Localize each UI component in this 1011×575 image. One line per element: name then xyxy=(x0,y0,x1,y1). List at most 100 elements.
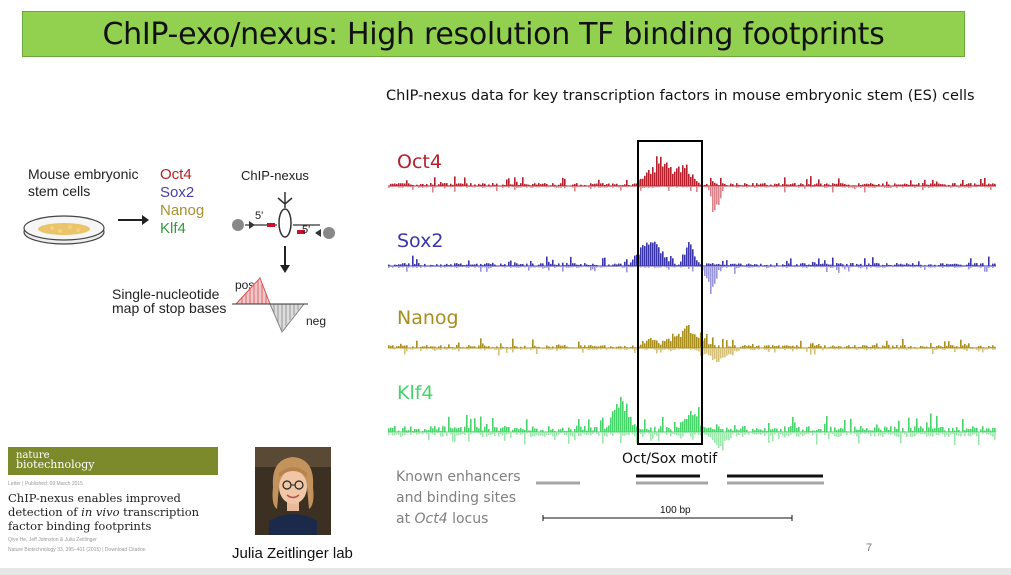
track-bar-pos xyxy=(624,184,626,186)
track-bar-neg xyxy=(784,432,786,438)
track-bar-pos xyxy=(550,263,552,266)
track-bar-pos xyxy=(624,345,626,348)
track-bar-neg xyxy=(428,432,430,441)
track-bar-pos xyxy=(640,429,642,432)
track-bar-pos xyxy=(750,345,752,348)
track-bar-neg xyxy=(400,266,402,268)
track-bar-pos xyxy=(484,183,486,186)
track-bar-neg xyxy=(544,348,546,349)
track-bar-neg xyxy=(390,348,392,350)
track-bar-pos xyxy=(432,346,434,348)
track-bar-pos xyxy=(564,345,566,348)
track-bar-pos xyxy=(628,264,630,266)
track-bar-neg xyxy=(498,432,500,437)
track-bar-pos xyxy=(942,426,944,432)
track-bar-pos xyxy=(504,264,506,266)
motif-label: Oct/Sox motif xyxy=(622,451,718,467)
track-bar-pos xyxy=(870,183,872,186)
track-bar-pos xyxy=(520,183,522,186)
track-bar-pos xyxy=(752,428,754,432)
track-bar-neg xyxy=(724,432,726,441)
track-bar-pos xyxy=(456,428,458,432)
track-bar-pos xyxy=(900,184,902,186)
track-bar-neg xyxy=(704,432,706,435)
track-bar-neg xyxy=(804,186,806,189)
track-bar-pos xyxy=(548,426,550,432)
track-bar-pos xyxy=(886,340,888,348)
track-bar-pos xyxy=(608,425,610,432)
track-bar-neg xyxy=(892,348,894,350)
track-bar-neg xyxy=(470,432,472,435)
track-bar-neg xyxy=(940,266,942,268)
track-bar-neg xyxy=(426,186,428,188)
track-bar-neg xyxy=(540,266,542,268)
track-bar-pos xyxy=(874,263,876,266)
track-bar-pos xyxy=(794,183,796,186)
track-bar-neg xyxy=(498,348,500,356)
track-bar-neg xyxy=(952,432,954,434)
track-bar-pos xyxy=(534,428,536,432)
track-bar-pos xyxy=(852,346,854,348)
track-bar-neg xyxy=(526,432,528,434)
track-bar-neg xyxy=(508,432,510,434)
track-bar-pos xyxy=(992,263,994,266)
track-bar-neg xyxy=(488,266,490,269)
track-bar-neg xyxy=(636,186,638,187)
track-bar-neg xyxy=(630,348,632,349)
paper-thumbnail[interactable]: nature biotechnology Letter | Published:… xyxy=(8,447,218,565)
track-bar-neg xyxy=(428,186,430,187)
track-bar-pos xyxy=(794,346,796,348)
track-bar-neg xyxy=(766,348,768,350)
track-bar-pos xyxy=(828,264,830,266)
track-bar-neg xyxy=(632,432,634,435)
track-bar-neg xyxy=(460,432,462,435)
track-bar-pos xyxy=(738,430,740,432)
track-bar-neg xyxy=(986,348,988,350)
track-bar-pos xyxy=(868,430,870,432)
track-bar-pos xyxy=(418,428,420,432)
track-bar-pos xyxy=(710,177,712,186)
track-bar-neg xyxy=(542,348,544,350)
track-bar-pos xyxy=(916,264,918,266)
track-bar-neg xyxy=(808,348,810,349)
track-bar-pos xyxy=(390,427,392,432)
track-bar-pos xyxy=(846,345,848,348)
track-bar-neg xyxy=(906,266,908,267)
track-bar-pos xyxy=(664,341,666,348)
track-bar-pos xyxy=(940,346,942,348)
track-bar-pos xyxy=(612,264,614,266)
track-bar-pos xyxy=(550,185,552,186)
track-bar-pos xyxy=(776,346,778,348)
track-bar-neg xyxy=(844,186,846,188)
track-bar-pos xyxy=(846,431,848,432)
track-bar-pos xyxy=(524,183,526,186)
track-bar-pos xyxy=(906,263,908,266)
track-bar-neg xyxy=(596,432,598,434)
track-bar-pos xyxy=(844,419,846,432)
track-bar-neg xyxy=(764,432,766,437)
track-bar-neg xyxy=(890,186,892,188)
track-bar-pos xyxy=(462,264,464,266)
track-bar-pos xyxy=(480,263,482,266)
track-bar-neg xyxy=(852,348,854,349)
track-bar-pos xyxy=(412,431,414,432)
track-bar-pos xyxy=(870,346,872,348)
track-bar-pos xyxy=(482,343,484,348)
track-bar-neg xyxy=(662,266,664,267)
track-bar-neg xyxy=(452,432,454,442)
track-bar-pos xyxy=(584,426,586,432)
track-bar-pos xyxy=(722,183,724,186)
track-bar-pos xyxy=(978,184,980,186)
track-bar-pos xyxy=(800,183,802,186)
track-bar-neg xyxy=(446,266,448,268)
track-bar-neg xyxy=(876,186,878,188)
track-bar-neg xyxy=(902,348,904,350)
track-bar-pos xyxy=(430,183,432,186)
track-bar-neg xyxy=(892,266,894,268)
track-bar-neg xyxy=(948,432,950,437)
track-bar-neg xyxy=(690,348,692,350)
track-bar-pos xyxy=(878,428,880,432)
track-bar-pos xyxy=(478,345,480,348)
track-bar-neg xyxy=(556,432,558,437)
track-bar-pos xyxy=(392,428,394,432)
